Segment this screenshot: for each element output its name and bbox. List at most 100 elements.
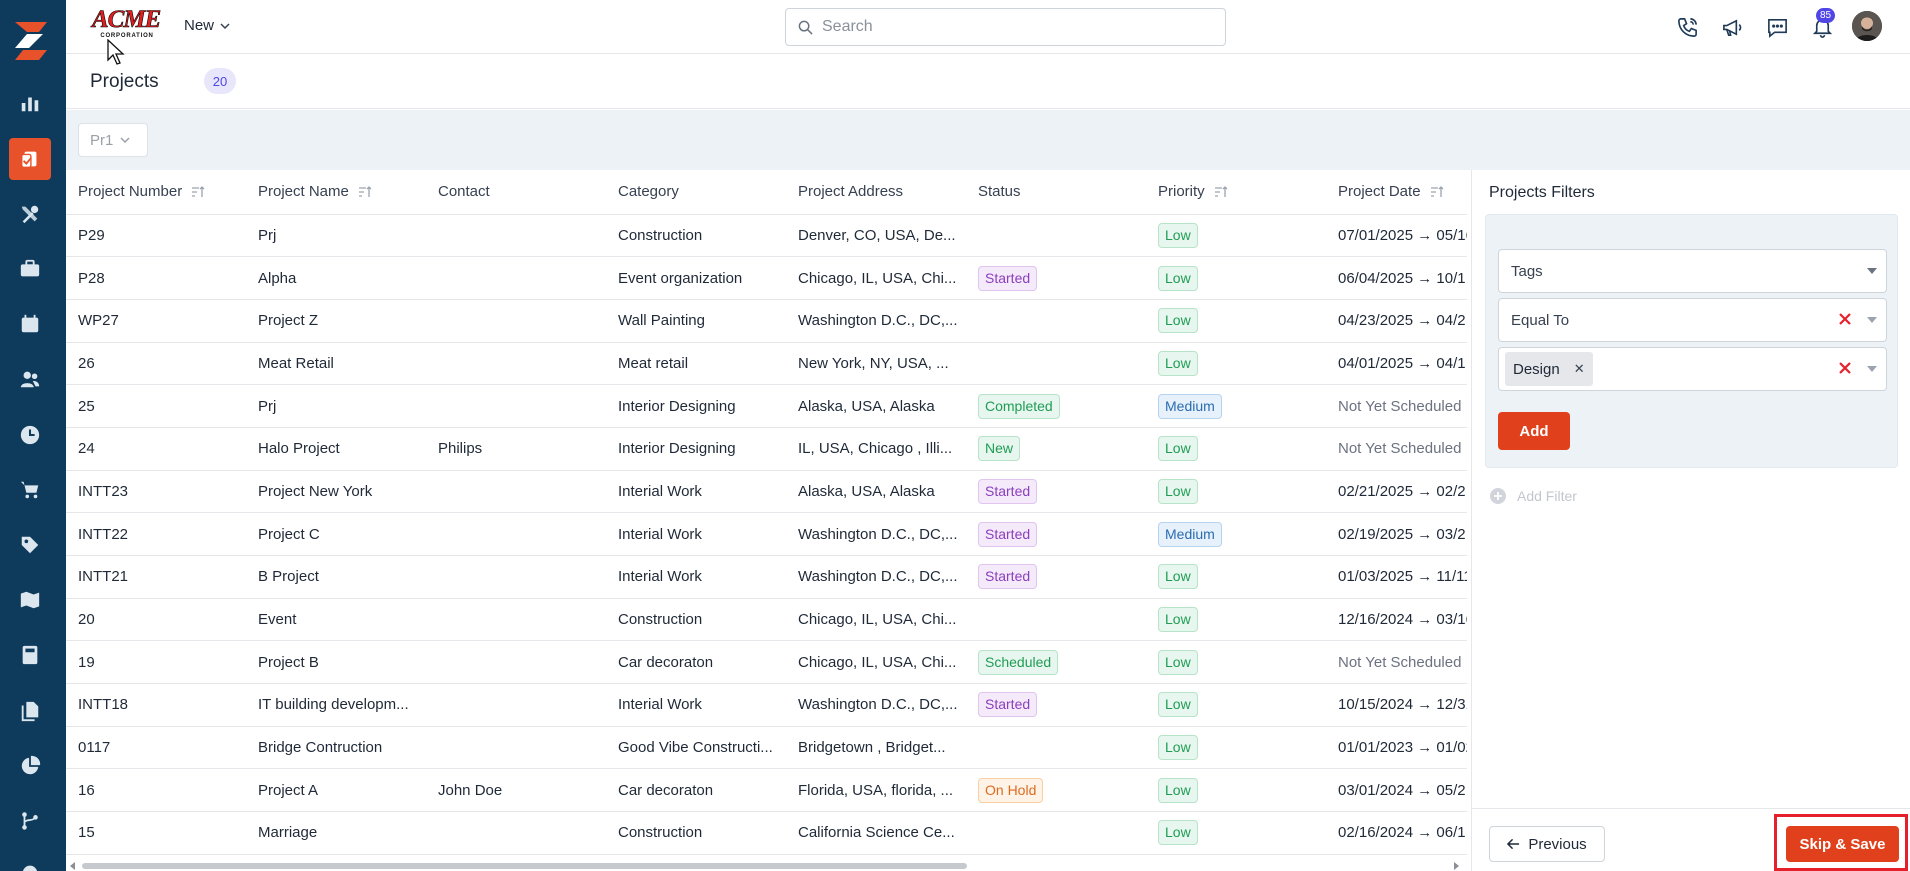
chevron-down-icon (1867, 317, 1877, 323)
priority-badge: Low (1158, 436, 1198, 462)
megaphone-icon[interactable] (1720, 15, 1744, 39)
table-row[interactable]: 25 Prj Interior Designing Alaska, USA, Alas… (66, 384, 1467, 428)
status-badge: New (978, 436, 1021, 462)
status-badge: Completed (978, 393, 1060, 419)
nav-reports-icon[interactable] (9, 82, 51, 124)
nav-settings-icon[interactable] (9, 852, 51, 871)
priority-badge: Medium (1158, 521, 1222, 547)
cell-contact: John Doe (426, 768, 606, 813)
nav-jobs-icon[interactable] (9, 248, 51, 290)
nav-projects-icon[interactable] (9, 138, 51, 180)
column-header-project-number[interactable]: Project Number (66, 170, 246, 215)
cell-category: Construction (606, 598, 786, 642)
table-row[interactable]: INTT18 IT building developm... Interial Wo… (66, 683, 1467, 727)
nav-analytics-icon[interactable] (9, 745, 51, 787)
cell-category: Interial Work (606, 683, 786, 727)
priority-badge: Low (1158, 777, 1198, 803)
cell-project-date: 02/16/2024 → 06/1 (1326, 811, 1467, 855)
cell-priority: Low (1146, 299, 1326, 343)
scrollbar-thumb[interactable] (82, 863, 967, 869)
horizontal-scrollbar[interactable] (66, 860, 1467, 871)
table-row[interactable]: INTT23 Project New York Interial Work Alask… (66, 470, 1467, 514)
cell-project-number: 26 (66, 342, 246, 386)
cell-contact (426, 726, 606, 770)
table-row[interactable]: 20 Event Construction Chicago, IL, USA, Chi… (66, 598, 1467, 642)
filter-operator-select[interactable]: Equal To (1498, 298, 1887, 342)
column-header-project-date[interactable]: Project Date (1326, 170, 1467, 215)
filter-value-select[interactable]: Design ✕ (1498, 347, 1887, 391)
nav-documents-icon[interactable] (9, 690, 51, 732)
table-row[interactable]: P28 Alpha Event organization Chicago, IL, U… (66, 256, 1467, 300)
table-row[interactable]: 26 Meat Retail Meat retail New York, NY, US… (66, 342, 1467, 386)
table-row[interactable]: 24 Halo Project Philips Interior Designing I… (66, 427, 1467, 471)
sort-icon[interactable] (191, 186, 205, 198)
nav-calculator-icon[interactable] (9, 634, 51, 676)
cell-status: Scheduled (966, 640, 1146, 685)
remove-chip-icon[interactable]: ✕ (1573, 361, 1585, 376)
global-search[interactable] (785, 8, 1226, 46)
phone-icon[interactable] (1675, 15, 1699, 39)
clear-value-icon[interactable] (1837, 360, 1853, 376)
column-header-contact[interactable]: Contact (426, 170, 606, 215)
table-row[interactable]: INTT21 B Project Interial Work Washington D… (66, 555, 1467, 599)
table-row[interactable]: 15 Marriage Construction California Science… (66, 811, 1467, 855)
add-filter-label: Add Filter (1517, 488, 1577, 504)
table-row[interactable]: 0117 Bridge Contruction Good Vibe Construc… (66, 726, 1467, 770)
clear-operator-icon[interactable] (1837, 311, 1853, 327)
scroll-right-icon[interactable] (1454, 862, 1459, 870)
cell-contact (426, 299, 606, 343)
cell-project-number: INTT18 (66, 683, 246, 727)
table-row[interactable]: INTT22 Project C Interial Work Washington D… (66, 512, 1467, 556)
add-filter-link[interactable]: Add Filter (1489, 487, 1577, 505)
priority-badge: Low (1158, 607, 1198, 633)
table-row[interactable]: WP27 Project Z Wall Painting Washington D.C… (66, 299, 1467, 343)
table-row[interactable]: P29 Prj Construction Denver, CO, USA, De...… (66, 214, 1467, 258)
nav-calendar-icon[interactable] (9, 303, 51, 345)
saved-view-select[interactable]: Pr1 (78, 123, 148, 157)
nav-time-icon[interactable] (9, 414, 51, 456)
priority-badge: Low (1158, 265, 1198, 291)
column-header-project-address[interactable]: Project Address (786, 170, 966, 215)
cell-status (966, 342, 1146, 386)
nav-map-icon[interactable] (9, 579, 51, 621)
cell-contact (426, 640, 606, 685)
column-header-priority[interactable]: Priority (1146, 170, 1326, 215)
company-logo[interactable]: ACME CORPORATION (92, 7, 164, 42)
nav-contacts-icon[interactable] (9, 358, 51, 400)
column-header-status[interactable]: Status (966, 170, 1146, 215)
cell-project-number: 20 (66, 598, 246, 642)
cell-status: On Hold (966, 768, 1146, 813)
chevron-down-icon (120, 137, 130, 144)
sort-icon[interactable] (358, 186, 372, 198)
cell-project-number: 0117 (66, 726, 246, 770)
user-avatar[interactable] (1852, 11, 1882, 41)
cell-status (966, 299, 1146, 343)
column-header-category[interactable]: Category (606, 170, 786, 215)
sort-icon[interactable] (1214, 186, 1228, 198)
cell-status: Completed (966, 384, 1146, 428)
previous-button[interactable]: Previous (1489, 826, 1605, 862)
plus-circle-icon (1490, 488, 1506, 504)
skip-and-save-button[interactable]: Skip & Save (1786, 826, 1899, 862)
nav-workflow-icon[interactable] (9, 800, 51, 842)
nav-cart-icon[interactable] (9, 469, 51, 511)
view-filter-bar: Pr1 (66, 110, 1910, 170)
app-logo-icon[interactable] (9, 18, 53, 62)
cell-project-name: Halo Project (246, 427, 426, 471)
priority-badge: Low (1158, 820, 1198, 846)
projects-table: Project Number Project Name Contact Cate… (66, 170, 1467, 871)
filter-field-select[interactable]: Tags (1498, 249, 1887, 293)
sort-icon[interactable] (1430, 186, 1444, 198)
search-input[interactable] (822, 18, 1202, 36)
chat-icon[interactable] (1765, 15, 1789, 39)
add-filter-rule-button[interactable]: Add (1498, 412, 1570, 450)
cell-priority: Low (1146, 768, 1326, 813)
nav-tools-icon[interactable] (9, 193, 51, 235)
table-row[interactable]: 19 Project B Car decoraton Chicago, IL, USA… (66, 640, 1467, 685)
nav-tags-icon[interactable] (9, 524, 51, 566)
scroll-left-icon[interactable] (70, 862, 75, 870)
column-header-project-name[interactable]: Project Name (246, 170, 426, 215)
new-menu-button[interactable]: New (184, 17, 230, 34)
table-row[interactable]: 16 Project A John Doe Car decoraton Florida,… (66, 768, 1467, 813)
cell-status (966, 214, 1146, 258)
